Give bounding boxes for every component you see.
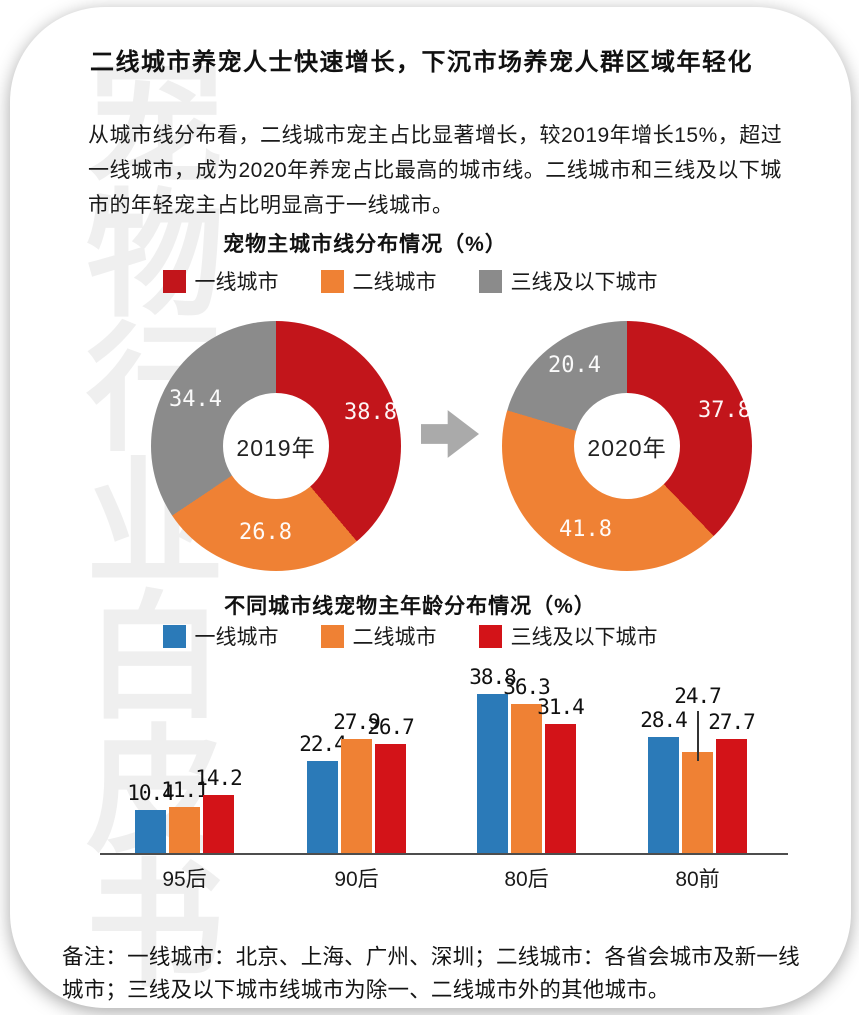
legend-swatch-icon — [478, 624, 502, 648]
bar-80前-三线及以下城市 — [716, 739, 747, 853]
legend-label: 一线城市 — [194, 626, 279, 649]
donut-center-label: 2020年 — [587, 435, 667, 461]
bar-chart-title: 不同城市线宠物主年龄分布情况（%） — [224, 595, 596, 618]
bar-chart-plot-area: 10.4 11.1 14.2 95后 22.4 27.9 26.7 90后 38.8 36.3 31… — [100, 665, 788, 891]
bar-value-label: 26.7 — [367, 715, 415, 739]
donut-slice-value-label: 37.8 — [698, 398, 751, 423]
bar-95后-一线城市 — [135, 810, 166, 853]
donut-slice-value-label: 26.8 — [239, 520, 292, 545]
bar-80后-一线城市 — [477, 694, 508, 853]
category-label: 80前 — [675, 868, 720, 891]
bar-80前-一线城市 — [648, 737, 679, 853]
bar-value-label: 14.2 — [195, 766, 243, 790]
bar-value-label: 38.8 — [469, 665, 517, 689]
donut-hole: 2019年 — [223, 393, 329, 499]
legend-label: 二线城市 — [352, 626, 437, 649]
bar-90后-二线城市 — [341, 739, 372, 853]
bar-80后-三线及以下城市 — [545, 724, 576, 853]
footnote: 备注：一线城市：北京、上海、广州、深圳；二线城市：各省会城市及新一线城市；三线及… — [62, 945, 800, 1002]
legend-swatch-icon — [162, 624, 186, 648]
donut-2019: 38.8 26.8 34.4 2019年 — [151, 321, 401, 571]
category-label: 80后 — [504, 868, 549, 891]
donut-center-label: 2019年 — [236, 435, 316, 461]
legend-swatch-icon — [320, 269, 344, 293]
intro-paragraph: 从城市线分布看，二线城市宠主占比显著增长，较2019年增长15%，超过一线城市，… — [88, 124, 783, 217]
donut-chart-title: 宠物主城市线分布情况（%） — [223, 233, 507, 256]
legend-swatch-icon — [478, 269, 502, 293]
donut-slice-value-label: 38.8 — [344, 400, 397, 425]
legend-item: 一线城市 — [162, 621, 279, 651]
donut-slice-value-label: 41.8 — [559, 517, 612, 542]
legend-label: 三线及以下城市 — [510, 626, 658, 649]
donut-slice-value-label: 34.4 — [169, 387, 222, 412]
bar-value-label: 10.4 — [127, 781, 175, 805]
legend-swatch-icon — [162, 269, 186, 293]
bar-80后-二线城市 — [511, 704, 542, 853]
legend-item: 一线城市 — [162, 266, 279, 296]
donut-slice-value-label: 20.4 — [548, 353, 601, 378]
donut-chart-legend: 一线城市 二线城市 三线及以下城市 — [30, 266, 790, 296]
legend-label: 二线城市 — [352, 271, 437, 294]
bar-value-label: 22.4 — [299, 732, 347, 756]
bar-90后-一线城市 — [307, 761, 338, 853]
legend-label: 三线及以下城市 — [510, 271, 658, 294]
legend-swatch-icon — [320, 624, 344, 648]
bar-95后-二线城市 — [169, 807, 200, 853]
bar-value-label: 31.4 — [537, 695, 585, 719]
right-arrow-icon — [421, 410, 479, 458]
legend-item: 三线及以下城市 — [478, 266, 658, 296]
bar-80前-二线城市 — [682, 752, 713, 853]
bar-value-label: 27.7 — [708, 710, 756, 734]
page-title: 二线城市养宠人士快速增长，下沉市场养宠人群区域年轻化 — [90, 49, 753, 76]
bar-value-label: 24.7 — [674, 684, 722, 708]
bar-90后-三线及以下城市 — [375, 744, 406, 853]
bar-value-label: 11.1 — [161, 778, 209, 802]
legend-label: 一线城市 — [194, 271, 279, 294]
legend-item: 二线城市 — [320, 621, 437, 651]
bar-value-label: 36.3 — [503, 675, 551, 699]
label-leader-line — [696, 711, 699, 761]
bar-value-label: 28.4 — [640, 708, 688, 732]
donut-2020: 37.8 41.8 20.4 2020年 — [502, 321, 752, 571]
legend-item: 二线城市 — [320, 266, 437, 296]
category-label: 95后 — [162, 868, 207, 891]
bar-95后-三线及以下城市 — [203, 795, 234, 853]
donut-hole: 2020年 — [574, 393, 680, 499]
bar-value-label: 27.9 — [333, 710, 381, 734]
legend-item: 三线及以下城市 — [478, 621, 658, 651]
bar-chart-legend: 一线城市 二线城市 三线及以下城市 — [30, 621, 790, 651]
category-label: 90后 — [334, 868, 379, 891]
